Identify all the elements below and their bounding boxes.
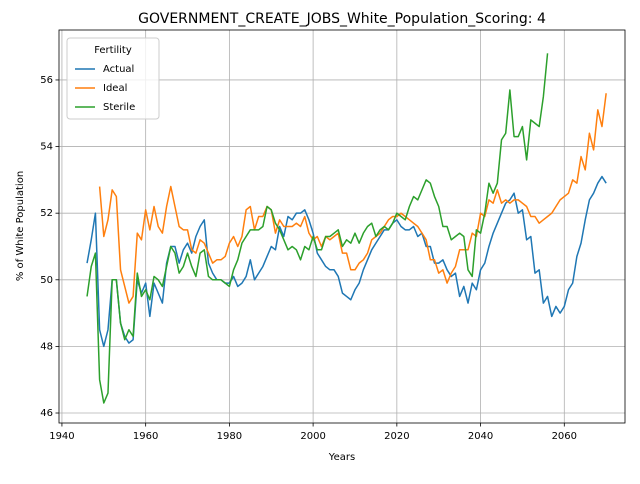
x-axis-label: Years	[328, 452, 355, 463]
x-tick-label: 2020	[384, 431, 409, 442]
y-tick-label: 50	[40, 275, 53, 286]
x-tick-label: 2040	[468, 431, 493, 442]
y-tick-label: 52	[40, 208, 53, 219]
chart-title: GOVERNMENT_CREATE_JOBS_White_Population_…	[138, 11, 546, 27]
lines	[86, 53, 607, 404]
y-tick-label: 54	[40, 142, 53, 153]
x-tick-label: 2060	[552, 431, 577, 442]
y-axis-label: % of White Population	[15, 171, 26, 281]
ticks: 1940 1960 1980 2000 2020 2040 2060 46 48 50 52 54 56	[40, 75, 577, 442]
y-tick-label: 46	[40, 408, 53, 419]
legend: Fertility Actual Ideal Sterile	[66, 37, 160, 120]
axes-frame	[58, 29, 626, 424]
legend-label: Ideal	[103, 83, 127, 94]
x-tick-label: 1940	[49, 431, 74, 442]
x-tick-label: 1960	[133, 431, 158, 442]
line-series	[86, 53, 549, 404]
legend-title: Fertility	[94, 45, 132, 56]
legend-box	[66, 37, 160, 120]
legend-label: Actual	[103, 64, 134, 75]
x-tick-label: 2000	[300, 431, 325, 442]
legend-label: Sterile	[103, 102, 135, 113]
y-tick-label: 56	[40, 75, 53, 86]
line-series	[86, 175, 607, 348]
line-series	[98, 93, 607, 304]
y-tick-label: 48	[40, 341, 53, 352]
x-tick-label: 1980	[217, 431, 242, 442]
